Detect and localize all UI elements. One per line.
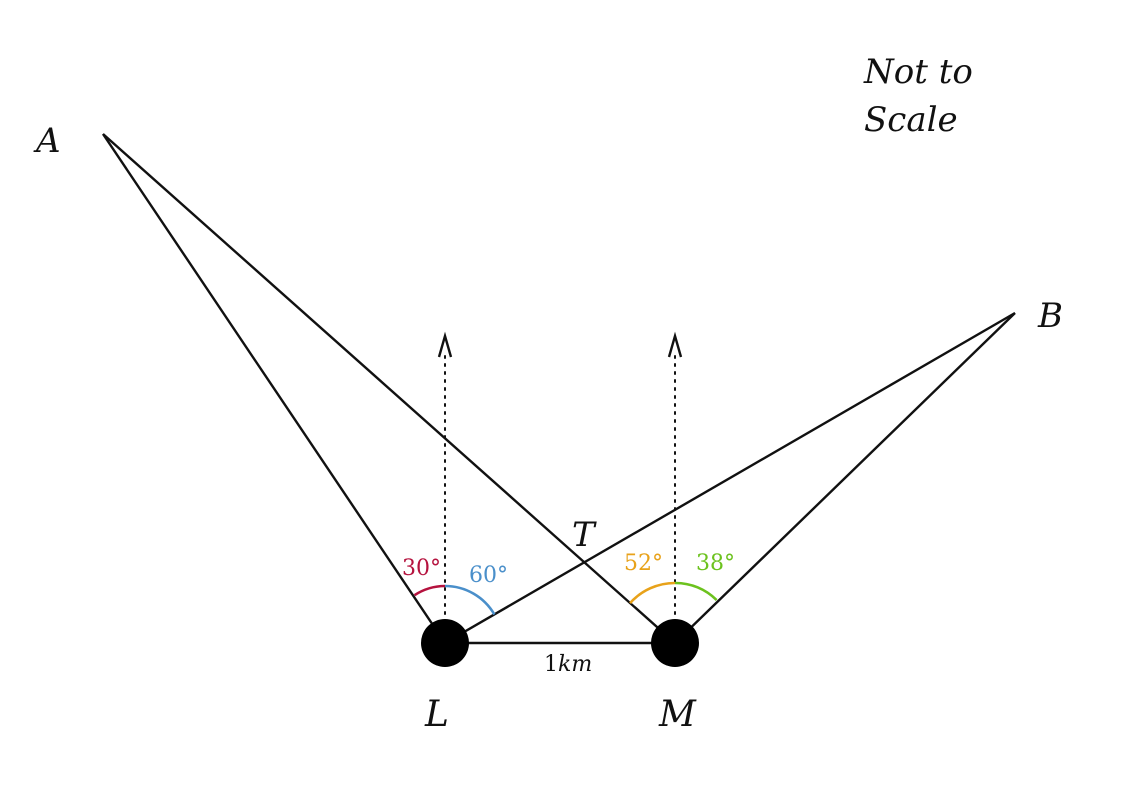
north-arrow-M-icon <box>667 331 683 358</box>
label-B: B <box>1037 296 1063 336</box>
label-A: A <box>33 121 61 161</box>
label-L: L <box>424 694 449 735</box>
point-M <box>651 619 699 667</box>
angle-arc-M-38 <box>674 581 718 602</box>
angle-arc-L-60 <box>444 584 496 616</box>
angle-label-M-left: 52° <box>624 551 663 576</box>
distance-label: 1km <box>544 652 592 677</box>
angle-arc-M-52 <box>629 581 676 604</box>
label-T: T <box>572 515 597 555</box>
angle-label-L-left: 30° <box>402 556 441 581</box>
not-to-scale-line-1: Not to <box>863 52 973 92</box>
distance-value: 1 <box>544 652 558 677</box>
distance-unit: km <box>558 652 592 677</box>
line-A-M <box>102 133 676 644</box>
label-M: M <box>658 694 697 735</box>
not-to-scale-line-2: Scale <box>864 100 958 140</box>
north-arrow-L-icon <box>437 331 453 358</box>
angle-label-M-right: 38° <box>696 551 735 576</box>
angle-arc-L-30 <box>413 584 446 597</box>
line-A-L <box>102 133 446 644</box>
line-B-M <box>674 312 1016 644</box>
angle-label-L-right: 60° <box>469 563 508 588</box>
point-L <box>421 619 469 667</box>
line-B-L <box>444 311 1016 645</box>
